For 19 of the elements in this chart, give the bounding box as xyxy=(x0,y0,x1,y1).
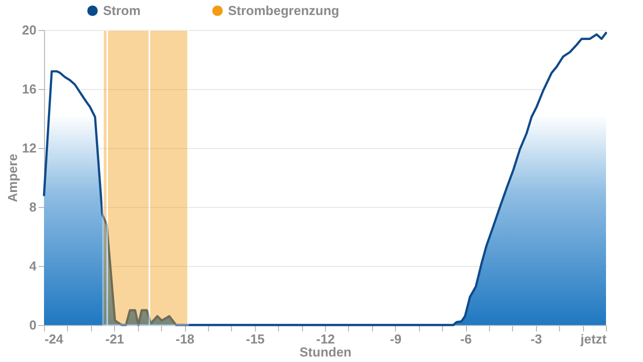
x-tick-label: -6 xyxy=(460,332,472,346)
y-axis-title: Ampere xyxy=(5,154,20,202)
y-tick-label: 0 xyxy=(29,318,36,332)
y-tick-label: 8 xyxy=(29,200,36,214)
x-tick-label: jetzt xyxy=(580,332,608,346)
x-tick-label: -9 xyxy=(390,332,402,346)
x-axis-title: Stunden xyxy=(300,344,352,360)
x-tick-label: -24 xyxy=(44,332,64,346)
x-tick-label: -18 xyxy=(176,332,194,346)
x-tick-label: -12 xyxy=(316,332,335,346)
x-tick-label: -15 xyxy=(246,332,265,346)
y-tick-label: 16 xyxy=(22,82,36,96)
x-tick-label: -21 xyxy=(105,332,124,346)
y-tick-label: 20 xyxy=(22,22,36,38)
y-tick-label: 4 xyxy=(29,258,38,274)
x-tick-label: -3 xyxy=(530,332,542,346)
y-tick-label: 12 xyxy=(22,140,36,156)
legend-label: Strombegrenzung xyxy=(228,2,340,18)
legend-label: Strom xyxy=(103,2,141,18)
